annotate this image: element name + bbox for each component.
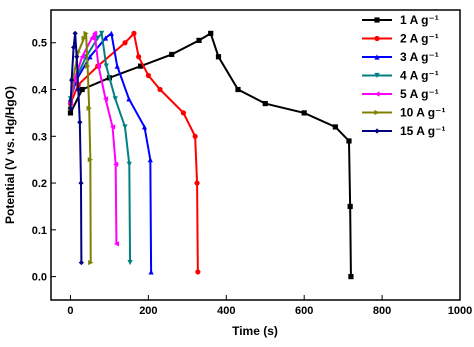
marker xyxy=(79,54,85,60)
y-tick-label: 0.2 xyxy=(32,178,47,190)
marker xyxy=(131,30,137,36)
marker xyxy=(102,35,109,41)
marker xyxy=(145,72,151,79)
marker xyxy=(72,30,78,36)
marker xyxy=(87,54,93,60)
marker xyxy=(147,157,153,163)
legend-label: 2 A g⁻¹ xyxy=(400,32,439,46)
y-tick-label: 0.5 xyxy=(32,38,47,50)
marker xyxy=(81,35,87,41)
marker xyxy=(137,63,144,69)
legend-marker xyxy=(374,35,380,42)
x-axis-label: Time (s) xyxy=(232,324,278,338)
x-tick-label: 600 xyxy=(295,305,313,317)
series-line xyxy=(69,31,199,272)
marker xyxy=(95,63,102,69)
marker xyxy=(77,119,83,125)
marker xyxy=(74,54,80,60)
x-tick-label: 800 xyxy=(373,305,391,317)
y-tick-label: 0.0 xyxy=(32,272,47,284)
series-line xyxy=(69,31,352,277)
marker xyxy=(262,100,268,107)
marker xyxy=(114,63,120,69)
marker xyxy=(196,37,202,44)
marker xyxy=(69,77,75,83)
legend-label: 4 A g⁻¹ xyxy=(400,69,439,83)
marker xyxy=(78,259,84,266)
marker xyxy=(75,86,81,93)
marker xyxy=(141,124,148,130)
marker xyxy=(301,110,307,116)
legend-marker xyxy=(374,109,380,116)
legend-label: 1 A g⁻¹ xyxy=(400,13,439,27)
x-tick-label: 0 xyxy=(67,305,73,317)
marker xyxy=(195,269,201,275)
marker xyxy=(99,30,105,36)
marker xyxy=(85,63,91,69)
y-axis-label: Potential (V vs. Hg/HgO) xyxy=(3,86,17,224)
y-tick-label: 0.4 xyxy=(32,85,48,97)
marker xyxy=(194,180,200,186)
marker xyxy=(208,30,214,36)
marker xyxy=(122,124,128,130)
marker xyxy=(109,124,116,130)
marker xyxy=(148,269,154,275)
marker xyxy=(346,138,352,144)
marker xyxy=(136,54,142,60)
series-line xyxy=(69,31,153,272)
y-tick-label: 0.1 xyxy=(32,225,47,237)
legend-label: 3 A g⁻¹ xyxy=(400,50,439,64)
marker xyxy=(78,180,84,186)
x-tick-label: 1000 xyxy=(448,305,472,317)
marker xyxy=(126,96,132,102)
marker xyxy=(127,259,133,266)
marker xyxy=(348,274,354,280)
marker xyxy=(108,30,114,36)
marker xyxy=(87,157,93,163)
marker xyxy=(122,40,128,46)
legend-marker xyxy=(374,72,380,79)
series-line xyxy=(69,31,132,263)
x-tick-label: 400 xyxy=(217,305,235,317)
legend-marker xyxy=(374,91,380,97)
marker xyxy=(215,54,222,60)
marker xyxy=(92,30,98,36)
marker xyxy=(95,35,101,41)
marker xyxy=(83,30,89,36)
marker xyxy=(126,161,132,167)
y-tick-label: 0.3 xyxy=(32,131,47,143)
marker xyxy=(86,105,92,111)
marker xyxy=(157,86,163,93)
legend-label: 15 A g⁻¹ xyxy=(400,124,445,138)
series-line xyxy=(69,30,118,244)
marker xyxy=(102,96,109,102)
marker xyxy=(89,35,95,41)
marker xyxy=(347,203,353,210)
legend-label: 10 A g⁻¹ xyxy=(400,106,445,120)
plot-frame xyxy=(50,9,461,301)
marker xyxy=(70,44,77,51)
marker xyxy=(67,105,74,111)
marker xyxy=(88,259,94,266)
marker xyxy=(67,110,74,116)
marker xyxy=(180,110,187,116)
legend-label: 5 A g⁻¹ xyxy=(400,87,439,101)
marker xyxy=(192,133,198,139)
legend-marker xyxy=(374,17,380,23)
marker xyxy=(79,86,85,93)
x-tick-label: 200 xyxy=(139,305,157,317)
marker xyxy=(112,96,118,102)
marker xyxy=(113,161,119,167)
marker xyxy=(332,124,338,130)
marker xyxy=(103,63,109,69)
legend-marker xyxy=(374,54,380,60)
legend-marker xyxy=(374,128,380,134)
marker xyxy=(169,51,175,58)
marker xyxy=(113,241,120,247)
marker xyxy=(235,86,241,93)
